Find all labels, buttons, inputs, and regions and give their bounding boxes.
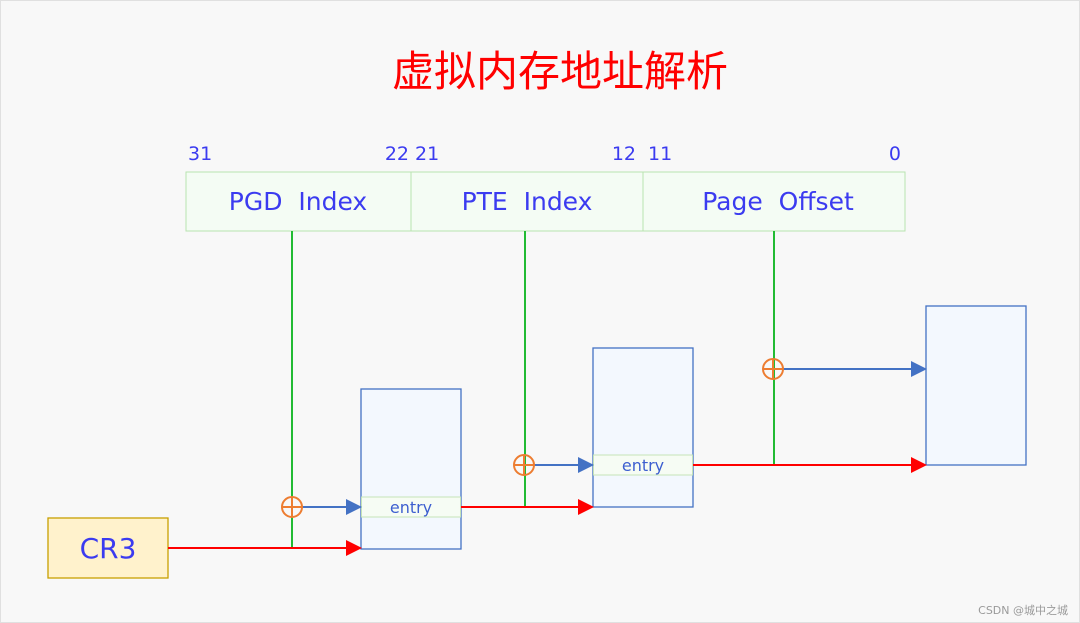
pte-index-label: PTE Index xyxy=(462,187,593,216)
field-pgd-index xyxy=(185,171,412,232)
plus-circle-icon xyxy=(513,454,535,476)
pgd-index-label: PGD Index xyxy=(229,187,367,216)
watermark: CSDN @城中之城 xyxy=(978,603,1068,617)
page-offset-label: Page Offset xyxy=(702,187,854,216)
plus-circle-icon xyxy=(762,358,784,380)
pte-entry-label: entry xyxy=(622,456,664,475)
bit-label-11: 11 xyxy=(648,143,672,165)
diagram-title: 虚拟内存地址解析 xyxy=(392,47,728,96)
virtual-address-box: PGD Index PTE Index Page Offset xyxy=(185,171,906,232)
field-pte-index xyxy=(410,171,644,232)
page-table xyxy=(592,347,694,508)
plus-circle-icon xyxy=(281,496,303,518)
bit-label-21: 21 xyxy=(415,143,439,165)
page-global-directory xyxy=(360,388,462,550)
bit-label-0: 0 xyxy=(889,143,901,165)
bit-label-31: 31 xyxy=(188,143,212,165)
cr3-register xyxy=(47,517,169,579)
field-page-offset xyxy=(642,171,906,232)
physical-page xyxy=(925,305,1027,466)
bit-label-22: 22 xyxy=(385,143,409,165)
bit-label-12: 12 xyxy=(612,143,636,165)
cr3-label: CR3 xyxy=(80,532,137,565)
pgd-entry-label: entry xyxy=(390,498,432,517)
